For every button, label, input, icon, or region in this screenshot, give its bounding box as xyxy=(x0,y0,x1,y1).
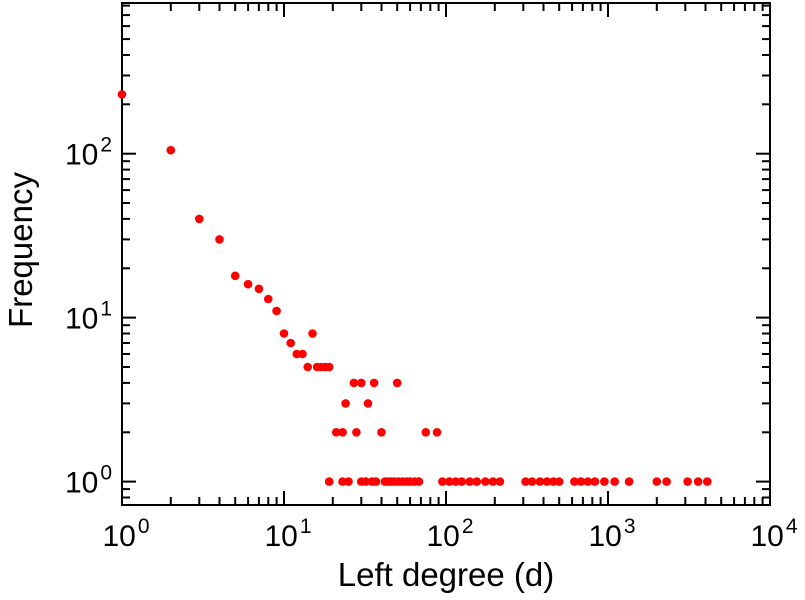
data-point xyxy=(472,477,482,486)
y-tick-label: 102 xyxy=(65,134,112,172)
axis-ticks xyxy=(121,3,771,505)
data-point xyxy=(264,294,273,304)
data-point xyxy=(331,428,341,437)
data-point xyxy=(286,338,296,348)
data-point xyxy=(662,477,671,486)
data-point xyxy=(488,477,498,486)
x-tick-label: 103 xyxy=(588,515,635,553)
data-point xyxy=(693,477,703,486)
data-point xyxy=(542,477,552,486)
data-point xyxy=(521,477,530,486)
data-point xyxy=(495,477,505,486)
data-point xyxy=(624,477,634,486)
data-point xyxy=(570,477,579,486)
data-point xyxy=(363,399,373,408)
data-point xyxy=(576,477,586,486)
x-tick-label: 101 xyxy=(264,515,311,553)
data-point xyxy=(117,90,127,99)
data-point xyxy=(583,477,593,486)
data-point xyxy=(324,362,334,372)
data-point xyxy=(338,428,347,437)
data-point xyxy=(652,477,662,486)
data-point xyxy=(414,477,424,486)
x-tick-label: 100 xyxy=(102,515,149,553)
data-point xyxy=(554,477,564,486)
plot-frame xyxy=(121,2,771,506)
data-point xyxy=(215,235,224,244)
data-point xyxy=(421,428,431,437)
data-point xyxy=(438,477,447,486)
x-axis-title: Left degree (d) xyxy=(338,556,554,593)
data-point xyxy=(457,477,467,486)
data-point xyxy=(357,378,366,388)
data-point xyxy=(392,378,402,388)
data-point xyxy=(377,428,386,437)
data-point xyxy=(298,349,307,359)
data-point xyxy=(324,477,334,486)
data-point xyxy=(369,378,379,388)
data-point xyxy=(481,477,490,486)
data-point xyxy=(230,271,240,281)
data-point xyxy=(338,477,347,486)
data-point xyxy=(432,428,442,437)
data-point xyxy=(610,477,619,486)
x-tick-label: 102 xyxy=(426,515,473,553)
data-point xyxy=(361,477,371,486)
data-point xyxy=(352,428,361,437)
data-point xyxy=(166,145,176,155)
axis-tick-labels: 100 101 102 103 104 100 101 102 xyxy=(65,134,798,553)
y-tick-label: 101 xyxy=(65,298,112,336)
data-point xyxy=(279,329,289,338)
data-point xyxy=(341,399,350,408)
data-point xyxy=(272,306,281,316)
data-point xyxy=(303,362,313,372)
data-point xyxy=(195,214,204,224)
data-point xyxy=(243,279,253,289)
data-point xyxy=(371,477,381,486)
data-point xyxy=(254,284,264,294)
x-tick-label: 104 xyxy=(750,515,797,553)
data-point xyxy=(590,477,600,486)
data-point xyxy=(683,477,692,486)
data-point xyxy=(600,477,609,486)
data-point xyxy=(703,477,712,486)
y-tick-label: 100 xyxy=(65,462,112,500)
data-point xyxy=(527,477,537,486)
y-axis-title: Frequency xyxy=(2,172,39,328)
data-point xyxy=(349,378,359,388)
data-point xyxy=(344,477,353,486)
data-point xyxy=(451,477,461,486)
data-point xyxy=(465,477,475,486)
data-point xyxy=(445,477,454,486)
data-point xyxy=(308,329,317,338)
data-points xyxy=(117,90,712,486)
data-point xyxy=(535,477,545,486)
